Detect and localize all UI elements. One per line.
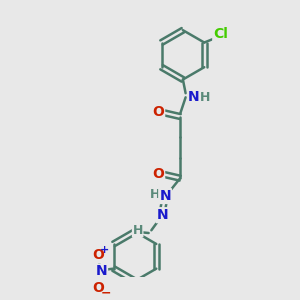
Text: N: N bbox=[159, 189, 171, 203]
Text: H: H bbox=[133, 224, 143, 237]
Text: +: + bbox=[100, 245, 110, 255]
Text: H: H bbox=[200, 91, 210, 104]
Text: N: N bbox=[95, 264, 107, 278]
Text: −: − bbox=[100, 287, 111, 300]
Text: O: O bbox=[92, 248, 104, 262]
Text: O: O bbox=[152, 167, 164, 181]
Text: H: H bbox=[150, 188, 161, 201]
Text: O: O bbox=[152, 105, 164, 119]
Text: N: N bbox=[188, 90, 200, 104]
Text: N: N bbox=[157, 208, 168, 222]
Text: Cl: Cl bbox=[213, 27, 228, 41]
Text: O: O bbox=[92, 281, 104, 295]
